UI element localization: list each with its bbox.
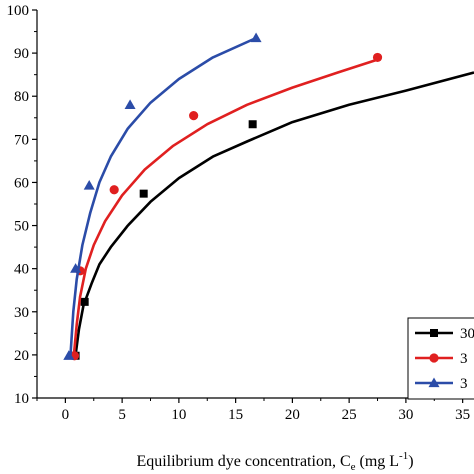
- series-layer: [63, 32, 474, 361]
- y-tick-label: 70: [14, 132, 29, 148]
- y-tick-label: 80: [14, 89, 29, 105]
- series-3-point: [250, 32, 262, 43]
- x-axis-title: Equilibrium dye concentration, Ce (mg L-…: [136, 450, 413, 473]
- series-1-point: [80, 297, 89, 306]
- x-tick-label: 20: [285, 407, 300, 423]
- y-tick-label: 20: [14, 348, 29, 364]
- series-1-point: [248, 120, 257, 129]
- legend-marker-1: [430, 329, 438, 337]
- series-1: [71, 71, 474, 360]
- series-3-point: [124, 99, 136, 109]
- series-2-point: [372, 52, 383, 63]
- series-2-point: [189, 111, 199, 121]
- series-2-point: [109, 185, 119, 195]
- legend-label-3: 3: [460, 376, 468, 392]
- y-tick-label: 60: [14, 175, 29, 191]
- x-tick-label: 30: [398, 407, 413, 423]
- series-3-point: [63, 350, 75, 360]
- x-tick-label: 0: [62, 407, 70, 423]
- y-tick-label: 30: [14, 305, 29, 321]
- y-tick-label: 50: [14, 219, 29, 235]
- y-tick-label: 90: [14, 46, 29, 62]
- y-tick-label: 10: [14, 391, 29, 407]
- legend-label-1: 30: [460, 326, 474, 342]
- x-axis-title-sub: e: [351, 461, 356, 473]
- series-3-point: [70, 263, 82, 273]
- series-3-point: [83, 179, 95, 190]
- series-2: [69, 52, 383, 361]
- y-tick-label: 100: [7, 3, 30, 19]
- series-1-point: [139, 189, 148, 198]
- legend-label-2: 3: [460, 351, 468, 367]
- x-axis: 0 5 10 15 20 25 30 35: [36, 398, 470, 423]
- x-axis-title-sup: -1: [399, 450, 408, 462]
- x-tick-label: 35: [455, 407, 470, 423]
- legend-marker-2: [429, 353, 439, 363]
- x-tick-label: 25: [342, 407, 357, 423]
- legend-marker-3: [428, 377, 440, 388]
- legend: 30 3 3: [407, 317, 474, 400]
- x-tick-label: 5: [118, 407, 126, 423]
- x-tick-label: 15: [228, 407, 243, 423]
- x-axis-title-unit-close: ): [408, 453, 413, 470]
- series-3-fit-line: [69, 36, 257, 355]
- series-2-fit-line: [72, 58, 378, 356]
- series-3: [63, 32, 262, 360]
- x-axis-title-main: Equilibrium dye concentration, C: [136, 453, 350, 470]
- series-1-fit-line: [74, 71, 474, 356]
- x-tick-label: 10: [171, 407, 186, 423]
- y-tick-label: 40: [14, 262, 29, 278]
- x-axis-title-unit-open: (mg L: [356, 453, 400, 470]
- y-axis: 10 20 30 40 50 60 70 80 90 100: [7, 3, 37, 407]
